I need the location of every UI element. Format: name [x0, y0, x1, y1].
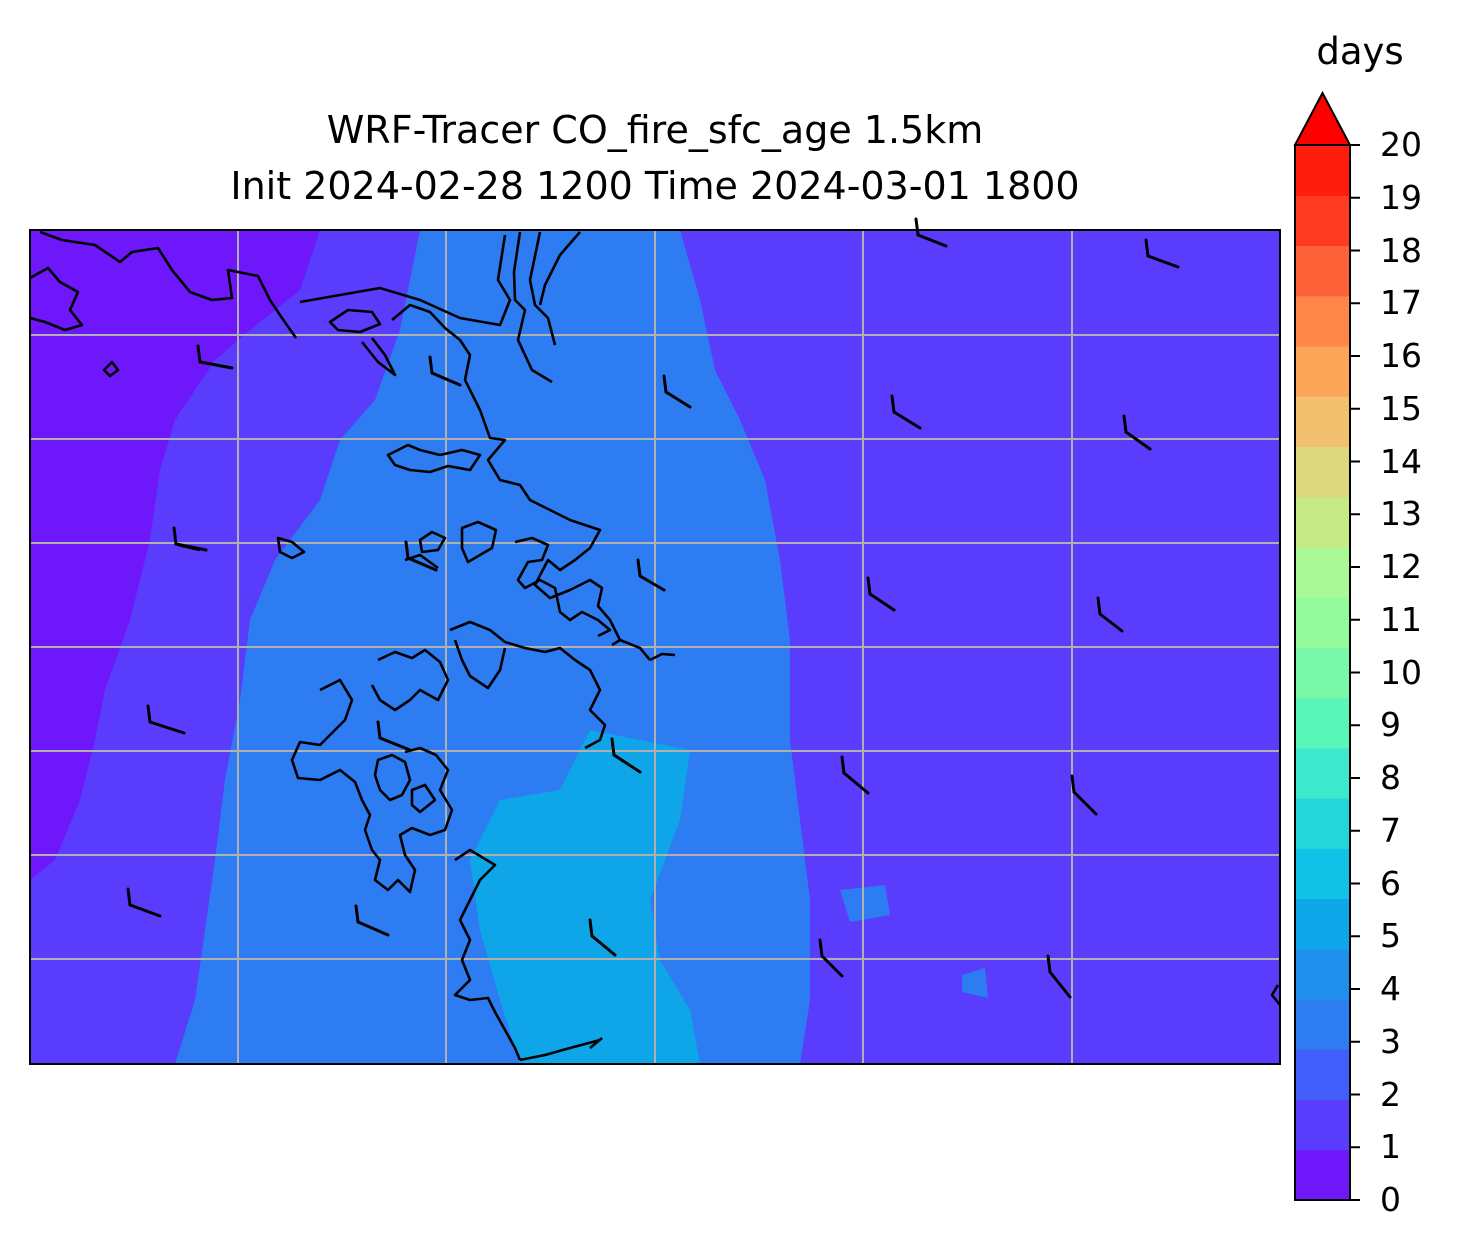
wind-barb-flag — [404, 540, 410, 560]
colorbar-segment — [1295, 1099, 1350, 1151]
wind-barb-shaft — [406, 556, 438, 572]
colorbar-tick-label: 16 — [1380, 336, 1422, 375]
wind-barb-flag — [588, 918, 594, 938]
colorbar-tick-label: 4 — [1380, 969, 1401, 1008]
field-band-4-5 — [470, 730, 700, 1064]
colorbar-segment — [1295, 295, 1350, 347]
wind-barb-shaft — [590, 934, 617, 957]
colorbar-segment — [1295, 999, 1350, 1050]
wind-barb-shaft — [1072, 790, 1098, 816]
wind-barb-flag — [890, 394, 896, 414]
colorbar-units-label: days — [1316, 30, 1404, 73]
colorbar-segment — [1295, 496, 1350, 548]
wind-barb-shaft — [820, 954, 844, 978]
wind-barb-flag — [1144, 238, 1150, 258]
wind-barb-shaft — [430, 371, 462, 387]
wind-barb-flag — [662, 374, 668, 394]
colorbar-segment — [1295, 145, 1350, 196]
colorbar-segment — [1295, 848, 1350, 900]
colorbar-tick-label: 9 — [1380, 705, 1401, 745]
field-band-3-4-blob — [962, 968, 988, 998]
colorbar-segment — [1295, 195, 1350, 247]
wind-barb-flag — [172, 526, 178, 546]
wind-barb-flag — [610, 737, 616, 757]
wind-barb-shaft — [916, 233, 948, 248]
wind-barb-flag — [1046, 954, 1052, 974]
wind-barb-shaft — [356, 920, 390, 937]
wind-barb-shaft — [148, 720, 186, 735]
wind-barb-shaft — [174, 542, 208, 552]
colorbar-tick-label: 15 — [1380, 388, 1422, 428]
colorbar-tick-label: 20 — [1380, 125, 1422, 164]
map-frame — [29, 229, 1281, 1065]
colorbar — [1293, 90, 1360, 1201]
colorbar-tick-label: 5 — [1380, 916, 1401, 956]
colorbar-segment — [1295, 948, 1350, 1000]
colorbar-tick-label: 18 — [1380, 230, 1422, 270]
wind-barb-flag — [840, 755, 846, 775]
colorbar-tick-label: 10 — [1380, 652, 1422, 692]
colorbar-segment — [1295, 1049, 1350, 1101]
colorbar-segment — [1295, 446, 1350, 498]
field-band-0-1 — [30, 230, 320, 880]
wind-barb-shaft — [612, 753, 642, 774]
colorbar-segment — [1295, 245, 1350, 297]
wind-barb-flag — [866, 576, 872, 596]
colorbar-tick-label: 19 — [1380, 177, 1422, 217]
wind-barb-flag — [196, 344, 202, 364]
wind-barb-flag — [354, 904, 360, 924]
graticule — [30, 230, 1280, 1064]
wind-barb-shaft — [378, 736, 412, 752]
colorbar-segment — [1295, 898, 1350, 950]
colorbar-segment — [1295, 1149, 1350, 1201]
wind-barb-shaft — [664, 390, 692, 409]
colorbar-tick-label: 12 — [1380, 547, 1422, 586]
colorbar-segment — [1295, 396, 1350, 448]
wind-barb-shaft — [892, 410, 922, 430]
colorbar-tick-label: 2 — [1380, 1074, 1401, 1114]
colorbar-segment — [1295, 647, 1350, 699]
colorbar-tick-label: 7 — [1380, 810, 1401, 850]
wind-barb-shaft — [1098, 612, 1124, 633]
colorbar-extend-arrow — [1293, 90, 1352, 146]
colorbar-segment — [1295, 798, 1350, 849]
colorbar-segment — [1295, 597, 1350, 648]
colorbar-tick-label: 1 — [1380, 1127, 1401, 1167]
wind-barbs — [126, 217, 1180, 999]
map-title-line-1: WRF-Tracer CO_fire_sfc_age 1.5km — [326, 108, 984, 152]
wind-barb-flag — [126, 887, 132, 907]
colorbar-tick-label: 17 — [1380, 283, 1422, 323]
colorbar-segment — [1295, 546, 1350, 598]
wind-barb-flag — [636, 558, 642, 578]
colorbar-segment — [1295, 345, 1350, 397]
wind-barb-flag — [818, 938, 824, 958]
wind-barb-flag — [146, 704, 152, 724]
wind-barb-shaft — [868, 592, 896, 612]
wind-barb-flag — [1122, 414, 1128, 434]
colorbar-segment — [1295, 697, 1350, 749]
map-title-line-2: Init 2024-02-28 1200 Time 2024-03-01 180… — [230, 164, 1080, 208]
wind-barb-shaft — [638, 574, 666, 592]
colorbar-segment — [1295, 747, 1350, 799]
wind-barb-flag — [376, 720, 382, 740]
wind-barb-shaft — [842, 771, 870, 795]
wind-barb-flag — [1070, 774, 1076, 794]
colorbar-tick-label: 11 — [1380, 599, 1422, 639]
colorbar-tick-label: 14 — [1380, 441, 1422, 481]
wind-barb-flag — [1096, 596, 1102, 616]
field-band-3-4-patch — [840, 885, 890, 922]
colorbar-tick-label: 6 — [1380, 863, 1401, 903]
wind-barb-shaft — [1048, 970, 1072, 999]
colorbar-tick-label: 8 — [1380, 758, 1401, 797]
wind-barb-shaft — [1146, 254, 1180, 269]
wind-barb-shaft — [198, 360, 234, 370]
wind-barb-flag — [914, 217, 920, 237]
colorbar-tick-label: 3 — [1380, 1021, 1401, 1061]
colorbar-tick-label: 13 — [1380, 494, 1422, 534]
colorbar-tick-label: 0 — [1380, 1180, 1401, 1219]
wind-barb-shaft — [128, 903, 162, 918]
wind-barb-shaft — [1124, 430, 1152, 451]
wind-barb-flag — [428, 355, 434, 375]
